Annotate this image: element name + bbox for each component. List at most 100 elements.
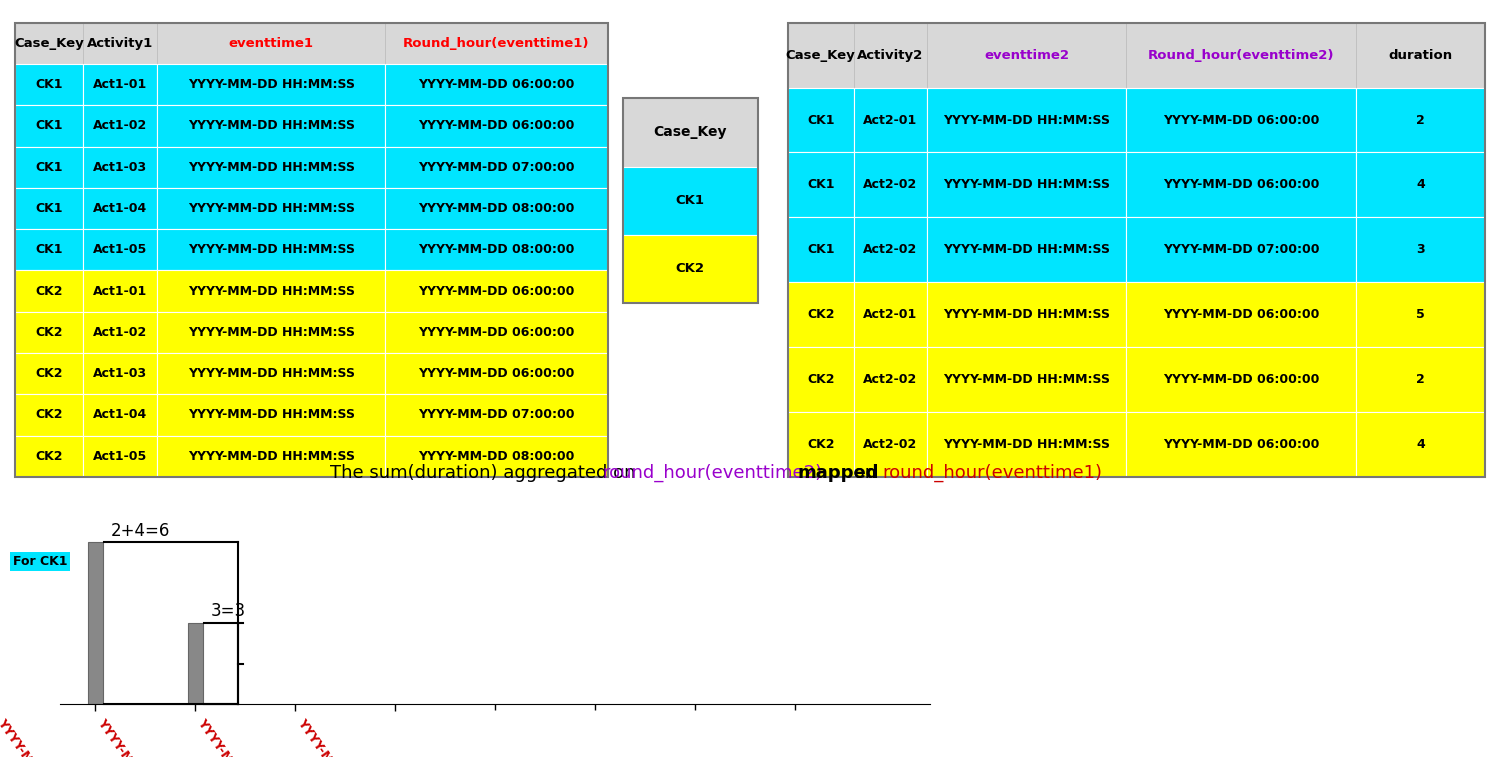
Bar	[82, 353, 158, 394]
Bar	[1356, 282, 1485, 347]
Bar	[1126, 217, 1356, 282]
Bar	[15, 353, 82, 394]
Text: YYYY-MM-DD 07:00:00: YYYY-MM-DD 07:00:00	[419, 160, 574, 173]
Text: YYYY-MM-DD HH:MM:SS: YYYY-MM-DD HH:MM:SS	[944, 179, 1110, 192]
Text: CK1: CK1	[807, 114, 834, 126]
Text: YYYY-MM-DD 06:00:00: YYYY-MM-DD 06:00:00	[419, 367, 574, 380]
Bar	[158, 147, 386, 188]
Text: Case_Key: Case_Key	[654, 126, 726, 139]
Bar	[158, 188, 386, 229]
Bar	[15, 435, 82, 477]
Text: Act1-02: Act1-02	[93, 120, 147, 132]
Bar	[1126, 282, 1356, 347]
Bar	[15, 188, 82, 229]
Bar	[158, 105, 386, 147]
Text: 2+4=6: 2+4=6	[111, 522, 170, 540]
Text: 3: 3	[1416, 243, 1425, 257]
Text: CK1: CK1	[36, 160, 63, 173]
Text: CK2: CK2	[36, 367, 63, 380]
Text: 4: 4	[1416, 179, 1425, 192]
Bar	[788, 282, 853, 347]
Bar	[1126, 23, 1356, 88]
Text: Act2-02: Act2-02	[864, 179, 918, 192]
Text: CK2: CK2	[36, 450, 63, 463]
Text: CK2: CK2	[807, 373, 834, 386]
Bar	[158, 270, 386, 312]
Bar	[788, 152, 853, 217]
Bar	[15, 229, 82, 270]
Text: Case_Key: Case_Key	[13, 37, 84, 50]
Text: CK1: CK1	[675, 194, 705, 207]
Text: Act1-03: Act1-03	[93, 160, 147, 173]
Text: YYYY-MM-DD HH:MM:SS: YYYY-MM-DD HH:MM:SS	[188, 120, 356, 132]
Text: round_hour(eventtime1): round_hour(eventtime1)	[882, 464, 1102, 482]
Text: eventtime2: eventtime2	[984, 48, 1070, 61]
Text: YYYY-MM-DD 06:00:00: YYYY-MM-DD 06:00:00	[419, 120, 574, 132]
Bar	[853, 23, 927, 88]
Bar	[1356, 347, 1485, 412]
Bar	[927, 217, 1126, 282]
Text: 2: 2	[1416, 114, 1425, 126]
Text: Act1-01: Act1-01	[93, 285, 147, 298]
Text: YYYY-MM-DD HH:MM:SS: YYYY-MM-DD HH:MM:SS	[944, 114, 1110, 126]
Text: Act1-03: Act1-03	[93, 367, 147, 380]
Text: YYYY-MM-DD 06:00:00: YYYY-MM-DD 06:00:00	[419, 285, 574, 298]
Text: YYYY-MM-DD 06:00:00: YYYY-MM-DD 06:00:00	[1162, 179, 1318, 192]
Text: duration: duration	[1389, 48, 1452, 61]
Bar	[853, 152, 927, 217]
Bar	[15, 270, 82, 312]
Text: Act1-05: Act1-05	[93, 243, 147, 257]
Bar	[386, 270, 608, 312]
Bar	[927, 282, 1126, 347]
Bar	[82, 147, 158, 188]
Bar	[927, 23, 1126, 88]
Text: 3=3: 3=3	[210, 603, 246, 621]
Bar	[158, 64, 386, 105]
Text: CK2: CK2	[807, 308, 834, 321]
Bar	[927, 347, 1126, 412]
Bar	[386, 64, 608, 105]
Text: YYYY-MM-DD 08:00:00: YYYY-MM-DD 08:00:00	[419, 243, 574, 257]
Bar	[622, 98, 758, 167]
Text: YYYY-MM-DD HH:MM:SS: YYYY-MM-DD HH:MM:SS	[944, 438, 1110, 451]
Bar	[853, 217, 927, 282]
Text: YYYY-MM-DD HH:MM:SS: YYYY-MM-DD HH:MM:SS	[188, 409, 356, 422]
Text: Act1-01: Act1-01	[93, 78, 147, 91]
Bar	[82, 312, 158, 353]
Bar	[386, 23, 608, 64]
Text: For CK1: For CK1	[12, 555, 68, 568]
Text: on: on	[849, 464, 882, 482]
Text: CK2: CK2	[36, 326, 63, 339]
Text: CK1: CK1	[36, 202, 63, 215]
Text: mapped: mapped	[798, 464, 879, 482]
Text: YYYY-MM-DD HH:MM:SS: YYYY-MM-DD HH:MM:SS	[188, 326, 356, 339]
Text: CK1: CK1	[36, 78, 63, 91]
Text: 2: 2	[1416, 373, 1425, 386]
Text: YYYY-MM-DD HH:MM:SS: YYYY-MM-DD HH:MM:SS	[944, 373, 1110, 386]
Text: YYYY-MM-DD HH:MM:SS: YYYY-MM-DD HH:MM:SS	[944, 243, 1110, 257]
Bar	[853, 412, 927, 477]
Bar	[927, 88, 1126, 152]
Text: Act1-04: Act1-04	[93, 202, 147, 215]
Bar	[927, 152, 1126, 217]
Bar	[15, 147, 82, 188]
Bar	[158, 435, 386, 477]
Bar	[82, 270, 158, 312]
Text: YYYY-MM-DD HH:MM:SS: YYYY-MM-DD HH:MM:SS	[188, 160, 356, 173]
Text: CK1: CK1	[807, 179, 834, 192]
Text: CK1: CK1	[807, 243, 834, 257]
Text: Act2-02: Act2-02	[864, 438, 918, 451]
Text: YYYY-MM-DD HH:MM:SS: YYYY-MM-DD HH:MM:SS	[188, 285, 356, 298]
Bar	[386, 229, 608, 270]
Text: YYYY-MM-DD 06:00:00: YYYY-MM-DD 06:00:00	[1162, 308, 1318, 321]
Bar	[15, 105, 82, 147]
Text: The sum(duration) aggregated on: The sum(duration) aggregated on	[330, 464, 642, 482]
Bar	[1126, 412, 1356, 477]
Bar	[15, 64, 82, 105]
Bar	[1356, 88, 1485, 152]
Text: YYYY-MM-DD 06:00:00: YYYY-MM-DD 06:00:00	[1162, 438, 1318, 451]
Text: Activity1: Activity1	[87, 37, 153, 50]
Text: Act1-04: Act1-04	[93, 409, 147, 422]
Text: YYYY-MM-DD 06:00:00: YYYY-MM-DD 06:00:00	[1162, 114, 1318, 126]
Bar	[788, 217, 853, 282]
